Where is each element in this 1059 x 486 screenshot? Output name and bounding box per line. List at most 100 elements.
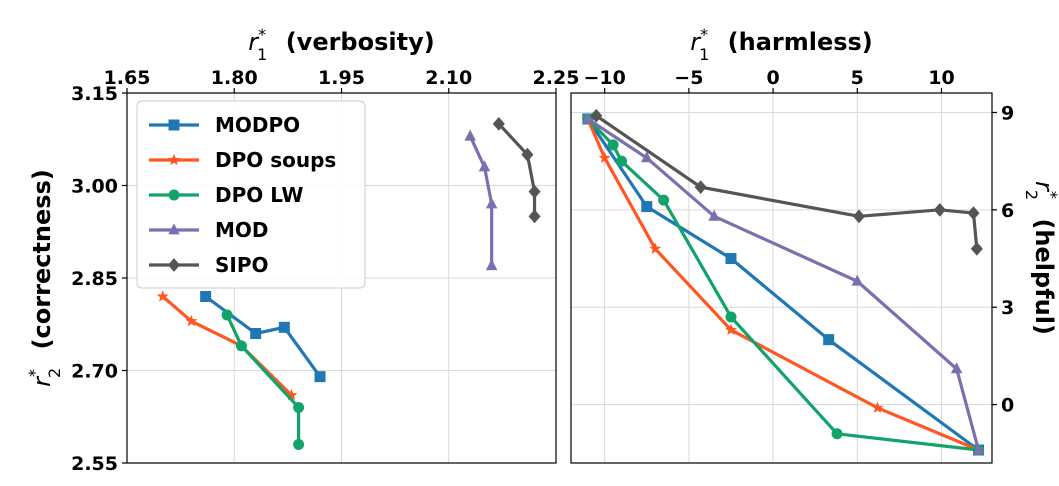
x-tick-label: 1.65 [104,67,151,89]
data-point [708,209,720,221]
legend-label: MOD [215,218,269,242]
data-point [492,116,505,131]
data-point [823,334,835,346]
left-panel: 1.65 1.80 1.95 2.10 2.25 2.55 2.70 2.85 3.00 3.15… [25,25,579,475]
y-tick-label: 6 [1001,200,1014,222]
y-tick-label: 9 [1001,102,1014,124]
series-line [586,117,981,451]
data-point [831,428,843,440]
data-point [725,253,737,265]
series-line [468,135,494,266]
x-tick-label: 2.10 [425,67,472,89]
y-tick-label: 3.15 [71,83,118,105]
data-point [582,112,594,124]
legend-box [136,100,366,289]
data-point [725,311,737,323]
data-point [871,401,884,413]
data-point [649,242,662,254]
y-tick-label: 3 [1001,297,1014,319]
data-point [950,362,963,374]
legend-label: DPO LW [215,183,303,207]
data-point [852,209,866,224]
x-axis-title: r* 1 (harmless) [690,25,873,64]
series-dpo-lw [221,309,305,450]
data-point [293,439,305,450]
data-point [641,151,653,163]
data-point [607,139,619,151]
data-point [616,155,628,167]
y-axis-title: r*2 (correctness) [25,169,64,387]
series-sipo [492,116,541,224]
series-line [586,118,980,452]
data-point [485,197,498,209]
x-tick-label: 5 [851,67,864,89]
legend-entry-dpo-soups: DPO soups [149,148,336,172]
data-point [278,321,290,333]
x-tick-label: −5 [674,67,703,89]
data-point [221,309,233,321]
legend-label: MODPO [215,113,300,137]
y-tick-label: 0 [1001,395,1014,417]
series-mod [464,129,498,271]
series-mod [582,112,985,455]
data-point [235,340,247,352]
legend-entry-dpo-lw: DPO LW [149,183,303,207]
data-point [528,184,541,199]
x-tick-label: 10 [928,67,954,89]
data-point [485,259,498,271]
x-axis-title: r* 1 (verbosity) [248,25,434,64]
data-point [851,274,864,286]
data-point [293,402,305,413]
y-tick-label: 2.85 [71,268,118,290]
data-point [972,443,985,455]
series-dpo-soups [581,112,985,456]
y-tick-label: 2.55 [71,453,118,475]
legend: MODPO DPO soups DPO LW MOD SIPO [136,100,366,289]
data-point [658,194,670,206]
y-tick-label: 3.00 [71,176,118,198]
y-axis-title: r*2 (helpful) [1022,181,1059,335]
data-point [724,323,737,336]
plot-frame [570,92,993,464]
data-point [185,314,198,327]
data-point [598,151,611,164]
series-line [595,114,979,249]
series-line [497,122,537,217]
data-point [464,129,476,141]
data-point [314,371,326,383]
x-tick-label: 2.25 [533,67,580,89]
data-point [528,209,541,224]
legend-marker [167,258,181,272]
legend-entry-mod: MOD [149,218,269,242]
y-tick-label: 2.70 [71,361,118,383]
data-point [933,202,946,217]
right-panel: −10 −5 0 5 10 0 3 6 9 r*1 (harmless) r*2 (helpful) [570,25,1059,464]
series-sipo [590,108,983,256]
legend-marker [168,189,180,201]
series-line [225,314,301,445]
data-point [590,108,603,123]
data-point [641,201,653,213]
x-tick-label: 0 [766,67,779,89]
legend-entry-modpo: MODPO [149,113,300,137]
legend-label: DPO soups [215,148,336,172]
x-tick-label: 1.95 [318,67,365,89]
data-point [156,290,169,302]
x-tick-label: −10 [583,67,625,89]
data-point [250,328,262,339]
series-line [586,117,979,452]
series-line [586,118,980,452]
data-point [970,241,983,256]
data-point [967,206,980,220]
x-tick-label: 1.80 [211,67,258,89]
data-point [694,180,707,194]
data-point [521,147,534,162]
data-point [200,291,212,302]
legend-entry-sipo: SIPO [149,253,269,277]
data-point [285,388,298,401]
legend-label: SIPO [215,253,269,277]
legend-marker [168,223,180,235]
legend-marker [168,153,180,166]
data-point [478,160,491,172]
